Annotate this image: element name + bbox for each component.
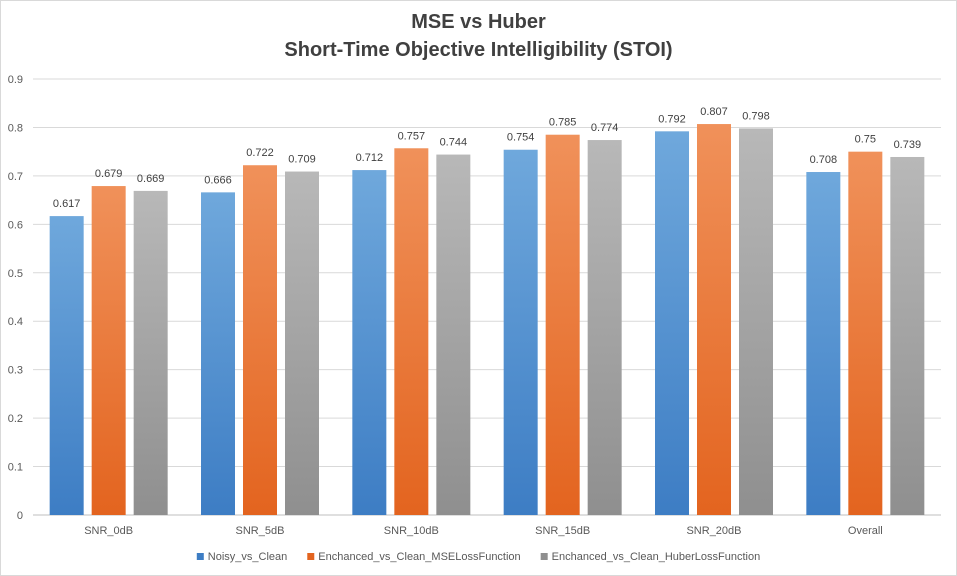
legend-label: Noisy_vs_Clean <box>208 551 287 563</box>
bar <box>739 128 773 515</box>
data-label: 0.798 <box>742 110 770 122</box>
x-tick-label: SNR_5dB <box>236 525 285 537</box>
x-tick-label: SNR_15dB <box>535 525 590 537</box>
y-tick-label: 0.4 <box>8 316 23 328</box>
bar <box>352 170 387 515</box>
data-label: 0.75 <box>855 134 876 146</box>
y-tick-label: 0.7 <box>8 171 23 183</box>
bar <box>49 216 84 515</box>
y-tick-label: 0.9 <box>8 74 23 86</box>
data-label: 0.739 <box>894 139 922 151</box>
x-tick-label: SNR_0dB <box>84 525 133 537</box>
legend-swatch <box>196 553 204 560</box>
legend-swatch <box>540 553 548 560</box>
data-label: 0.722 <box>246 147 274 159</box>
y-tick-label: 0.8 <box>8 122 23 134</box>
bar <box>133 190 168 515</box>
x-tick-label: SNR_10dB <box>384 525 439 537</box>
legend-swatch <box>307 553 315 560</box>
y-tick-label: 0.3 <box>8 365 23 377</box>
legend-label: Enchanced_vs_Clean_MSELossFunction <box>318 551 520 563</box>
chart-subtitle: Short-Time Objective Intelligibility (ST… <box>284 39 673 61</box>
data-label: 0.709 <box>288 154 316 166</box>
bar <box>848 151 883 515</box>
bar <box>890 156 925 516</box>
bar <box>655 131 689 515</box>
bar <box>394 148 429 515</box>
bar <box>436 154 471 515</box>
data-label: 0.785 <box>549 117 577 129</box>
legend-label: Enchanced_vs_Clean_HuberLossFunction <box>552 551 761 563</box>
y-tick-label: 0.6 <box>8 219 23 231</box>
bar <box>201 192 235 516</box>
data-label: 0.679 <box>95 168 123 180</box>
data-label: 0.792 <box>658 113 686 125</box>
bar <box>545 134 580 515</box>
chart-title: MSE vs Huber <box>411 11 546 33</box>
data-label: 0.666 <box>204 174 232 186</box>
data-label: 0.712 <box>356 152 384 164</box>
data-label: 0.757 <box>398 130 426 142</box>
y-tick-label: 0.2 <box>8 413 23 425</box>
x-tick-label: SNR_20dB <box>686 525 741 537</box>
data-label: 0.617 <box>53 198 81 210</box>
bar <box>503 149 538 515</box>
legend: Noisy_vs_Clean Enchanced_vs_Clean_MSELoss… <box>196 551 761 563</box>
y-tick-label: 0.5 <box>8 268 23 280</box>
bar <box>243 165 277 515</box>
data-label: 0.754 <box>507 132 535 144</box>
y-tick-label: 0 <box>17 510 23 522</box>
y-tick-label: 0.1 <box>8 462 23 474</box>
data-label: 0.708 <box>810 154 838 166</box>
data-label: 0.669 <box>137 173 165 185</box>
bar <box>285 171 319 516</box>
x-tick-label: Overall <box>848 525 883 537</box>
bar <box>697 124 731 515</box>
bar <box>91 186 126 515</box>
data-label: 0.807 <box>700 106 728 118</box>
data-label: 0.744 <box>440 137 468 149</box>
bar <box>806 172 841 515</box>
bar <box>587 140 622 516</box>
data-label: 0.774 <box>591 122 619 134</box>
